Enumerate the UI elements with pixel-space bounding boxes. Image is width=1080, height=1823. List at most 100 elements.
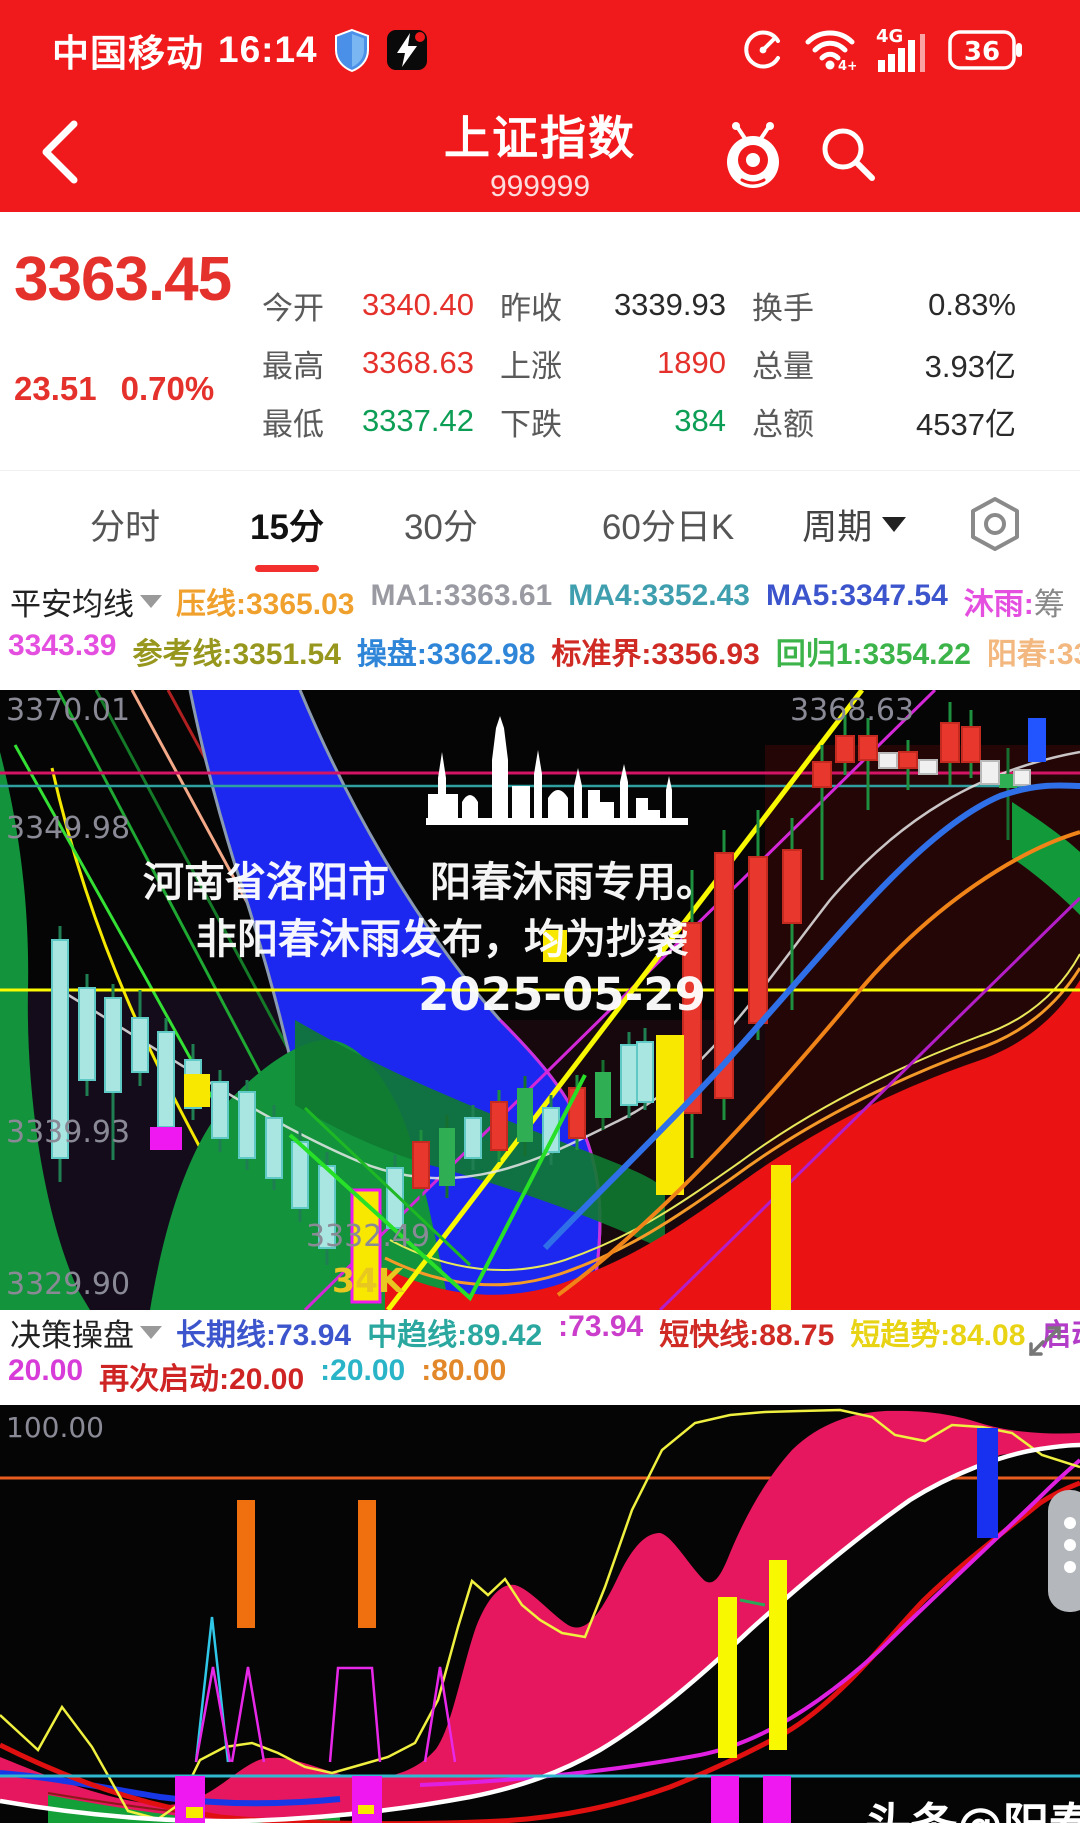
tab[interactable]: 60分	[602, 499, 676, 550]
indicator-values-row1: 压线:3365.03 MA1:3363.61 MA4:3352.43 MA5:3347…	[176, 579, 1034, 623]
chart-settings-icon[interactable]	[966, 495, 1024, 553]
stat-label: 总额	[752, 406, 814, 442]
stat-value: 3339.93	[613, 287, 726, 322]
carrier-label: 中国移动	[52, 33, 204, 74]
svg-text:4+: 4+	[838, 59, 856, 72]
quote-stat-cell: 换手 0.83%	[752, 276, 1042, 334]
tab[interactable]: 分时	[90, 499, 160, 550]
tab-label: 30分	[403, 507, 478, 547]
indicator-value: 长期线:73.94	[176, 1319, 352, 1352]
chips-button[interactable]: 筹	[1033, 586, 1065, 622]
tab-label: 分时	[90, 507, 161, 547]
yellow-bar	[718, 1597, 737, 1758]
search-icon[interactable]	[816, 122, 880, 186]
page-title: 上证指数	[444, 112, 636, 164]
stat-label: 今开	[262, 290, 324, 326]
indicator-value: 操盘:3362.98	[356, 638, 536, 671]
indicator-name-dropdown[interactable]: 决策操盘	[10, 1317, 134, 1353]
quote-stats: 今开 3340.40 昨收 3339.93 换手 0.83% 最高 3368.6…	[262, 276, 1062, 450]
battery-level: 36	[964, 37, 1000, 67]
tab-label: 60分	[601, 507, 676, 547]
wifi-icon: 4+	[804, 28, 856, 72]
stat-value: 4537亿	[916, 406, 1016, 442]
date-watermark: 2025-05-29	[418, 968, 706, 1021]
flash-icon	[386, 29, 428, 71]
indicator-value: MA4:3352.43	[568, 579, 750, 612]
dropdown-caret-icon	[140, 1325, 162, 1339]
indicator-name-dropdown[interactable]: 平安均线	[10, 586, 134, 622]
svg-text:3329.90: 3329.90	[6, 1267, 130, 1302]
indicator-value: 20.00	[8, 1354, 84, 1387]
stat-label: 昨收	[500, 290, 562, 326]
scrollbar-handle[interactable]	[1048, 1490, 1080, 1612]
quote-stat-cell: 最低 3337.42	[262, 392, 500, 450]
scale-label: 100.00	[6, 1411, 104, 1444]
volume-marker-label: 34K	[332, 1261, 405, 1300]
shield-icon	[332, 28, 372, 72]
price-change: 23.51 0.70%	[14, 370, 214, 408]
stat-label: 下跌	[500, 406, 562, 442]
crimson-band	[0, 1410, 1080, 1822]
indicator-values-row2: 20.00 再次启动:20.00:20.00:80.00	[8, 1354, 506, 1398]
svg-text:3349.98: 3349.98	[6, 811, 130, 846]
stat-label: 换手	[752, 290, 814, 326]
tab-label: 15分	[250, 507, 324, 547]
stat-label: 最低	[262, 406, 324, 442]
stock-code: 999999	[489, 170, 591, 203]
stat-value: 3340.40	[361, 287, 474, 322]
indicator-value: 压线:3365.03	[176, 588, 355, 621]
back-button[interactable]	[34, 116, 86, 188]
quote-stat-cell: 总额 4537亿	[752, 392, 1042, 450]
data-saver-icon	[740, 27, 786, 73]
indicator-value: 阳春:3355.57	[986, 638, 1080, 671]
change-value: 23.51	[14, 370, 97, 407]
magenta-spikes	[194, 1666, 457, 1763]
mascot-icon[interactable]	[718, 118, 788, 192]
indicator-value: 中趋线:89.42	[367, 1319, 543, 1352]
svg-text:非阳春沐雨发布，均为抄袭: 非阳春沐雨发布，均为抄袭	[196, 915, 689, 963]
indicator-value: 短快线:88.75	[659, 1319, 835, 1352]
chevron-down-icon	[882, 516, 907, 532]
stat-value: 3.93亿	[924, 348, 1016, 384]
indicator-values-row1: 长期线:73.94 中趋线:89.42:73.94 短快线:88.75 短趋势:84.…	[176, 1310, 1080, 1354]
candles	[51, 702, 1031, 1304]
indicator-panel-sub: 决策操盘 长期线:73.94 中趋线:89.42:73.94 短快线:88.75 短趋…	[0, 1310, 1080, 1405]
owner-watermark: 河南省洛阳市 阳春沐雨专用。 非阳春沐雨发布，均为抄袭 2025-05-29	[143, 858, 717, 1021]
indicator-value: MA1:3363.61	[370, 579, 553, 612]
svg-text:3339.93: 3339.93	[6, 1115, 130, 1150]
indicator-value: :73.94	[558, 1310, 644, 1343]
price-labels: 3370.01 3349.98 3339.93 3329.90 3368.63 …	[6, 693, 914, 1302]
tab[interactable]: 15分	[250, 499, 324, 550]
indicator-value: MA5:3347.54	[766, 579, 948, 612]
stat-value: 3368.63	[361, 345, 474, 380]
timeframe-tabs: 分时 15分 30分 60分 日K 周期	[0, 470, 1080, 578]
indicator-value: 沐雨:	[963, 588, 1034, 621]
indicator-value: 3343.39	[8, 629, 117, 662]
change-percent: 0.70%	[120, 370, 215, 407]
stat-label: 最高	[262, 348, 324, 384]
nav-bar: 上证指数 999999	[0, 100, 1080, 268]
quote-stat-cell: 最高 3368.63	[262, 334, 500, 392]
stat-value: 3337.42	[361, 403, 474, 438]
quote-stat-cell: 总量 3.93亿	[752, 334, 1042, 392]
indicator-value: 标准界:3356.93	[551, 638, 760, 671]
main-candle-chart[interactable]: 3370.01 3349.98 3339.93 3329.90 3368.63 …	[0, 690, 1080, 1310]
indicator-value: 回归1:3354.22	[775, 638, 971, 671]
tab[interactable]: 30分	[404, 499, 478, 550]
expand-icon[interactable]	[1026, 1322, 1064, 1360]
period-dropdown[interactable]: 周期	[802, 499, 907, 550]
indicator-values-row2: 3343.39 参考线:3351.54 操盘:3362.98 标准界:3356.93 回…	[8, 629, 1080, 673]
oscillator-chart[interactable]: 100.00 头条@阳春沐雨1	[0, 1405, 1080, 1823]
dropdown-caret-icon	[140, 594, 162, 608]
stat-value: 0.83%	[928, 287, 1016, 322]
svg-text:3370.01: 3370.01	[6, 693, 130, 728]
svg-text:河南省洛阳市 阳春沐雨专用。: 河南省洛阳市 阳春沐雨专用。	[143, 858, 717, 906]
signal-icon: 4G	[874, 26, 930, 74]
quote-stat-cell: 昨收 3339.93	[500, 276, 752, 334]
tab[interactable]: 日K	[676, 499, 734, 550]
stat-label: 上涨	[500, 348, 562, 384]
quote-stat-cell: 今开 3340.40	[262, 276, 500, 334]
period-label: 周期	[802, 507, 873, 547]
high-price-label: 3368.63	[790, 693, 914, 728]
current-price: 3363.45	[14, 245, 232, 314]
